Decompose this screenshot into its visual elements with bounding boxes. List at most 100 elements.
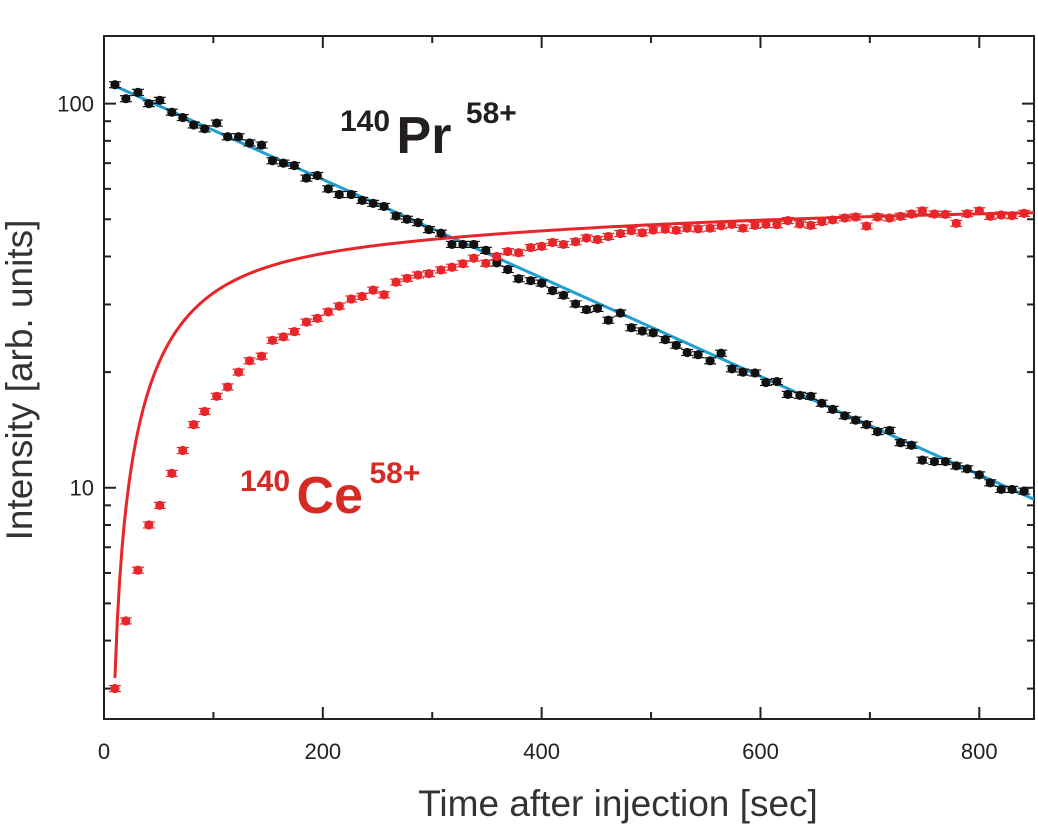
axis-tick-labels: 0 200 400 600 800 10 100: [57, 92, 997, 764]
data-marker: [514, 274, 524, 284]
data-point: [781, 216, 794, 226]
data-point: [501, 246, 514, 257]
data-marker: [312, 313, 322, 323]
data-marker: [289, 160, 299, 171]
data-marker: [716, 221, 726, 231]
data-point: [243, 356, 256, 366]
data-point: [726, 364, 739, 374]
data-marker: [503, 264, 513, 275]
data-point: [456, 259, 469, 269]
data-point: [546, 286, 559, 296]
data-point: [636, 326, 649, 336]
data-marker: [514, 248, 524, 258]
data-marker: [806, 220, 816, 230]
data-marker: [895, 438, 906, 448]
data-marker: [244, 138, 255, 148]
data-marker: [772, 376, 782, 387]
data-point: [781, 389, 794, 399]
data-marker: [133, 87, 143, 97]
data-marker: [750, 368, 760, 378]
data-marker: [862, 420, 872, 430]
data-point: [715, 221, 728, 231]
data-point: [300, 173, 313, 183]
data-point: [266, 156, 279, 166]
data-point: [838, 213, 851, 223]
data-point: [950, 218, 963, 228]
data-marker: [278, 332, 289, 342]
data-marker: [795, 390, 805, 400]
y-tick-label: 100: [57, 92, 94, 117]
data-point: [322, 307, 335, 317]
data-point: [749, 368, 761, 378]
data-point: [569, 237, 582, 247]
data-point: [916, 455, 929, 465]
data-point: [401, 273, 414, 283]
data-marker: [481, 258, 491, 268]
data-marker: [200, 406, 210, 417]
data-marker: [436, 265, 446, 275]
plot-frame: [103, 35, 1035, 720]
data-point: [232, 132, 245, 142]
data-marker: [312, 170, 322, 181]
data-point: [759, 377, 772, 388]
data-point: [176, 112, 189, 123]
data-point: [557, 239, 570, 250]
data-point: [995, 484, 1008, 495]
data-point: [715, 348, 728, 358]
data-marker: [603, 315, 613, 325]
data-marker: [301, 173, 312, 183]
data-marker: [951, 218, 961, 228]
data-marker: [379, 201, 389, 212]
data-marker: [334, 301, 344, 311]
data-marker: [795, 219, 805, 229]
data-point: [580, 304, 593, 315]
data-marker: [862, 221, 872, 231]
data-marker: [189, 120, 199, 130]
data-marker: [828, 404, 838, 414]
data-marker: [962, 464, 972, 474]
data-marker: [872, 427, 883, 437]
data-point: [793, 219, 806, 229]
data-point: [367, 198, 380, 208]
data-point: [625, 226, 638, 236]
data-point: [984, 211, 997, 221]
data-marker: [974, 470, 984, 480]
data-point: [412, 270, 425, 280]
data-point: [736, 367, 749, 377]
data-point: [950, 461, 963, 471]
x-tick-label: 600: [742, 739, 779, 764]
data-point: [995, 210, 1008, 220]
data-marker: [233, 132, 244, 142]
data-marker: [323, 184, 333, 194]
data-marker: [660, 224, 670, 234]
data-marker: [547, 237, 558, 248]
data-marker: [974, 206, 984, 216]
data-point: [692, 350, 705, 360]
data-point: [142, 99, 155, 109]
data-point: [894, 438, 907, 448]
data-marker: [906, 440, 917, 450]
data-marker: [200, 124, 210, 134]
data-marker: [817, 398, 827, 408]
data-point: [390, 277, 403, 287]
data-marker: [492, 258, 502, 268]
data-marker: [951, 461, 961, 471]
data-point: [670, 225, 683, 235]
data-marker: [817, 217, 827, 227]
data-marker: [940, 209, 950, 219]
data-point: [232, 367, 245, 377]
data-marker: [458, 259, 468, 269]
data-point: [221, 382, 234, 392]
ce-isotope-label: 140 Ce 58+: [240, 457, 420, 525]
data-point: [659, 335, 672, 345]
data-point: [198, 124, 211, 134]
data-point: [894, 211, 907, 221]
data-marker: [884, 425, 895, 436]
data-marker: [693, 224, 703, 234]
data-point: [759, 219, 772, 229]
data-point: [333, 301, 346, 311]
data-marker: [244, 356, 255, 366]
data-marker: [637, 228, 647, 238]
data-marker: [233, 367, 244, 377]
